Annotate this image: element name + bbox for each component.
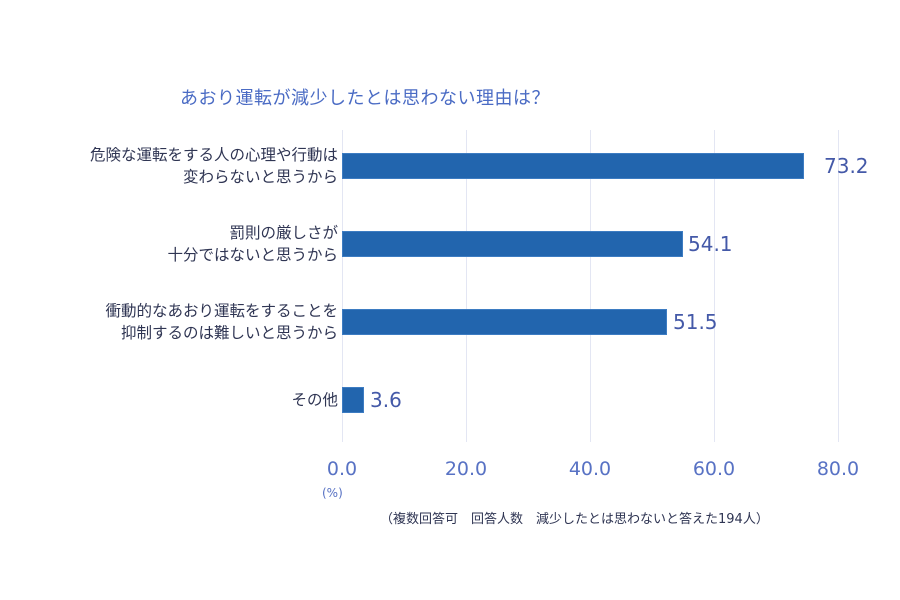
x-tick-40: 40.0: [568, 458, 612, 480]
category-label-3: 衝動的なあおり運転をすることを 抑制するのは難しいと思うから: [105, 302, 338, 342]
x-tick-0: 0.0: [326, 458, 358, 480]
bar-1: [342, 153, 804, 179]
gridline-40: [590, 130, 591, 442]
category-label-2: 罰則の厳しさが 十分ではないと思うから: [167, 224, 338, 264]
value-label-4: 3.6: [370, 388, 402, 412]
gridline-60: [714, 130, 715, 442]
x-tick-20: 20.0: [444, 458, 488, 480]
x-tick-80: 80.0: [816, 458, 860, 480]
value-label-1: 73.2: [824, 154, 869, 178]
gridline-20: [466, 130, 467, 442]
x-tick-60: 60.0: [692, 458, 736, 480]
x-axis-unit: (%): [322, 486, 343, 500]
value-label-2: 54.1: [688, 232, 733, 256]
footnote: （複数回答可 回答人数 減少したとは思わないと答えた194人）: [380, 512, 769, 527]
bar-3: [342, 309, 667, 335]
category-label-4: その他: [291, 391, 338, 409]
gridline-0: [342, 130, 343, 442]
category-label-1: 危険な運転をする人の心理や行動は 変わらないと思うから: [89, 146, 338, 186]
gridline-80: [838, 130, 839, 442]
bar-2: [342, 231, 683, 257]
value-label-3: 51.5: [673, 310, 718, 334]
bar-4: [342, 387, 364, 413]
chart-title: あおり運転が減少したとは思わない理由は？: [180, 88, 550, 109]
